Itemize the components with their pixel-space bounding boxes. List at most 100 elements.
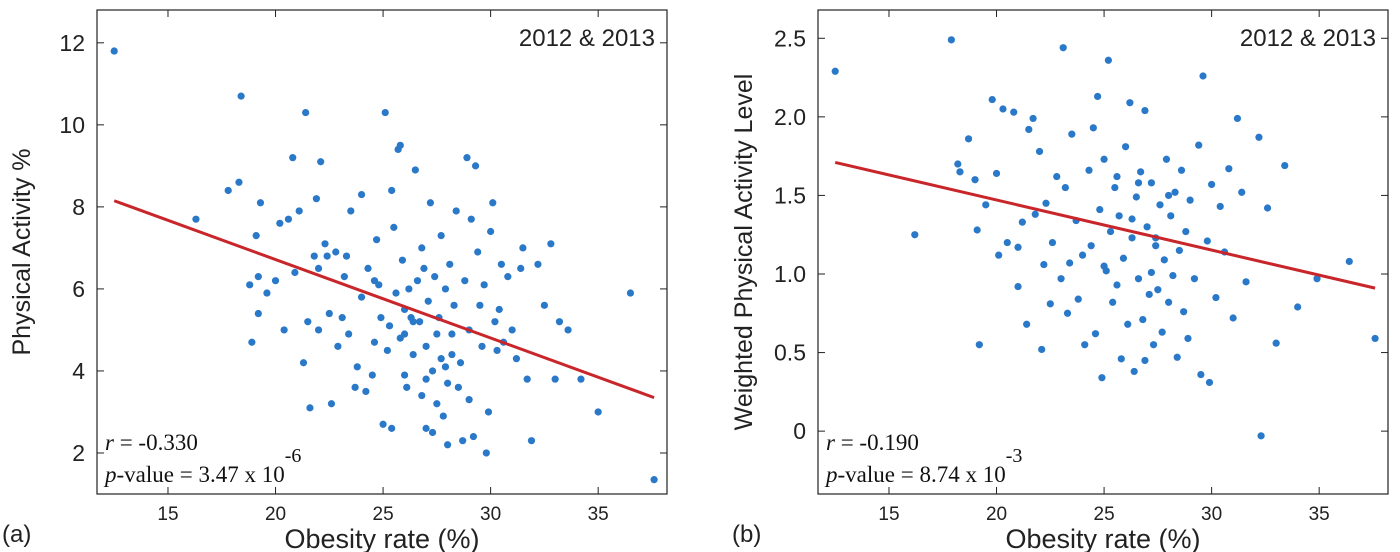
data-point [956, 168, 964, 176]
data-point [534, 260, 542, 268]
data-point [1010, 108, 1018, 116]
data-point [237, 92, 245, 100]
data-point [463, 154, 471, 162]
r-statistic: r = -0.190 [826, 430, 919, 455]
data-point [347, 207, 355, 215]
data-point [396, 141, 404, 149]
data-point [317, 158, 325, 166]
data-point [1048, 238, 1057, 247]
data-point [1182, 227, 1190, 236]
year-annotation: 2012 & 2013 [1240, 25, 1376, 52]
panel-label: (b) [732, 521, 761, 548]
data-point [1130, 367, 1138, 376]
data-point [312, 195, 320, 203]
data-point [1177, 166, 1186, 174]
data-point [497, 260, 505, 268]
data-point [1121, 143, 1130, 151]
data-point [1165, 191, 1173, 200]
data-point [388, 424, 396, 432]
data-point [280, 326, 288, 334]
data-point [487, 227, 495, 236]
data-point [1113, 172, 1121, 181]
data-point [246, 281, 254, 289]
data-point [454, 383, 462, 391]
year-annotation: 2012 & 2013 [519, 25, 655, 52]
p-statistic: p-value = 8.74 x 10-3 [824, 445, 1022, 487]
data-point [650, 476, 658, 484]
data-point [334, 342, 342, 350]
data-point [256, 199, 265, 207]
x-tick-label: 30 [1201, 504, 1222, 525]
y-tick-label: 0 [793, 418, 806, 444]
data-point [1014, 243, 1022, 251]
data-point [426, 199, 434, 207]
data-point [1104, 56, 1112, 64]
p-exponent: -3 [1006, 445, 1023, 467]
data-point [1134, 275, 1143, 283]
data-point [299, 359, 308, 367]
data-point [439, 412, 447, 420]
x-tick-label: 15 [157, 504, 178, 525]
data-point [577, 375, 585, 383]
p-value: -value = 3.47 x 10 [117, 462, 285, 487]
data-point [482, 449, 490, 457]
data-point [1068, 130, 1076, 138]
data-point [988, 95, 996, 104]
data-point [1169, 271, 1177, 280]
data-point [418, 391, 426, 400]
r-value: = -0.330 [114, 430, 198, 455]
data-point [314, 264, 323, 273]
data-point [370, 277, 379, 285]
x-tick-label: 20 [986, 504, 1007, 525]
data-point [467, 215, 475, 223]
y-tick-label: 2.5 [774, 25, 806, 51]
data-point [1141, 356, 1149, 365]
y-tick-label: 8 [72, 194, 85, 220]
x-tick-label: 25 [373, 504, 394, 525]
data-point [388, 186, 396, 195]
data-point [1190, 275, 1199, 283]
data-point [1272, 339, 1280, 347]
data-point [1063, 309, 1072, 317]
data-point [235, 178, 243, 186]
x-tick-label: 15 [878, 504, 899, 525]
data-point [444, 441, 452, 449]
y-tick-label: 4 [72, 358, 85, 384]
data-point [1053, 172, 1061, 181]
data-point [428, 428, 437, 437]
data-point [381, 108, 389, 117]
y-tick-label: 12 [59, 30, 85, 56]
data-point [1184, 334, 1192, 343]
data-point [1091, 330, 1100, 338]
data-point [437, 355, 445, 363]
data-point [379, 420, 387, 428]
data-point [325, 309, 333, 318]
data-point [982, 201, 990, 209]
x-tick-label: 20 [265, 504, 286, 525]
data-point [471, 162, 480, 170]
data-point [441, 285, 450, 293]
data-point [431, 273, 439, 281]
data-point [1229, 314, 1237, 322]
data-point [1238, 188, 1246, 196]
data-point [452, 207, 460, 215]
data-point [1345, 257, 1353, 266]
data-point [1180, 308, 1188, 316]
data-point [911, 231, 919, 239]
data-point [1061, 183, 1069, 192]
data-point [1171, 188, 1179, 196]
regression-line [113, 199, 655, 400]
data-point [441, 363, 450, 371]
data-point [405, 285, 413, 293]
data-point [263, 289, 271, 297]
data-point [1085, 166, 1093, 174]
data-point [295, 207, 303, 215]
data-point [461, 277, 469, 285]
panel-label: (a) [2, 521, 31, 548]
data-point [831, 67, 839, 75]
x-tick-label: 35 [588, 504, 609, 525]
data-point [1038, 345, 1046, 354]
data-point [484, 408, 493, 416]
data-point [433, 330, 441, 338]
data-point [1109, 298, 1117, 306]
